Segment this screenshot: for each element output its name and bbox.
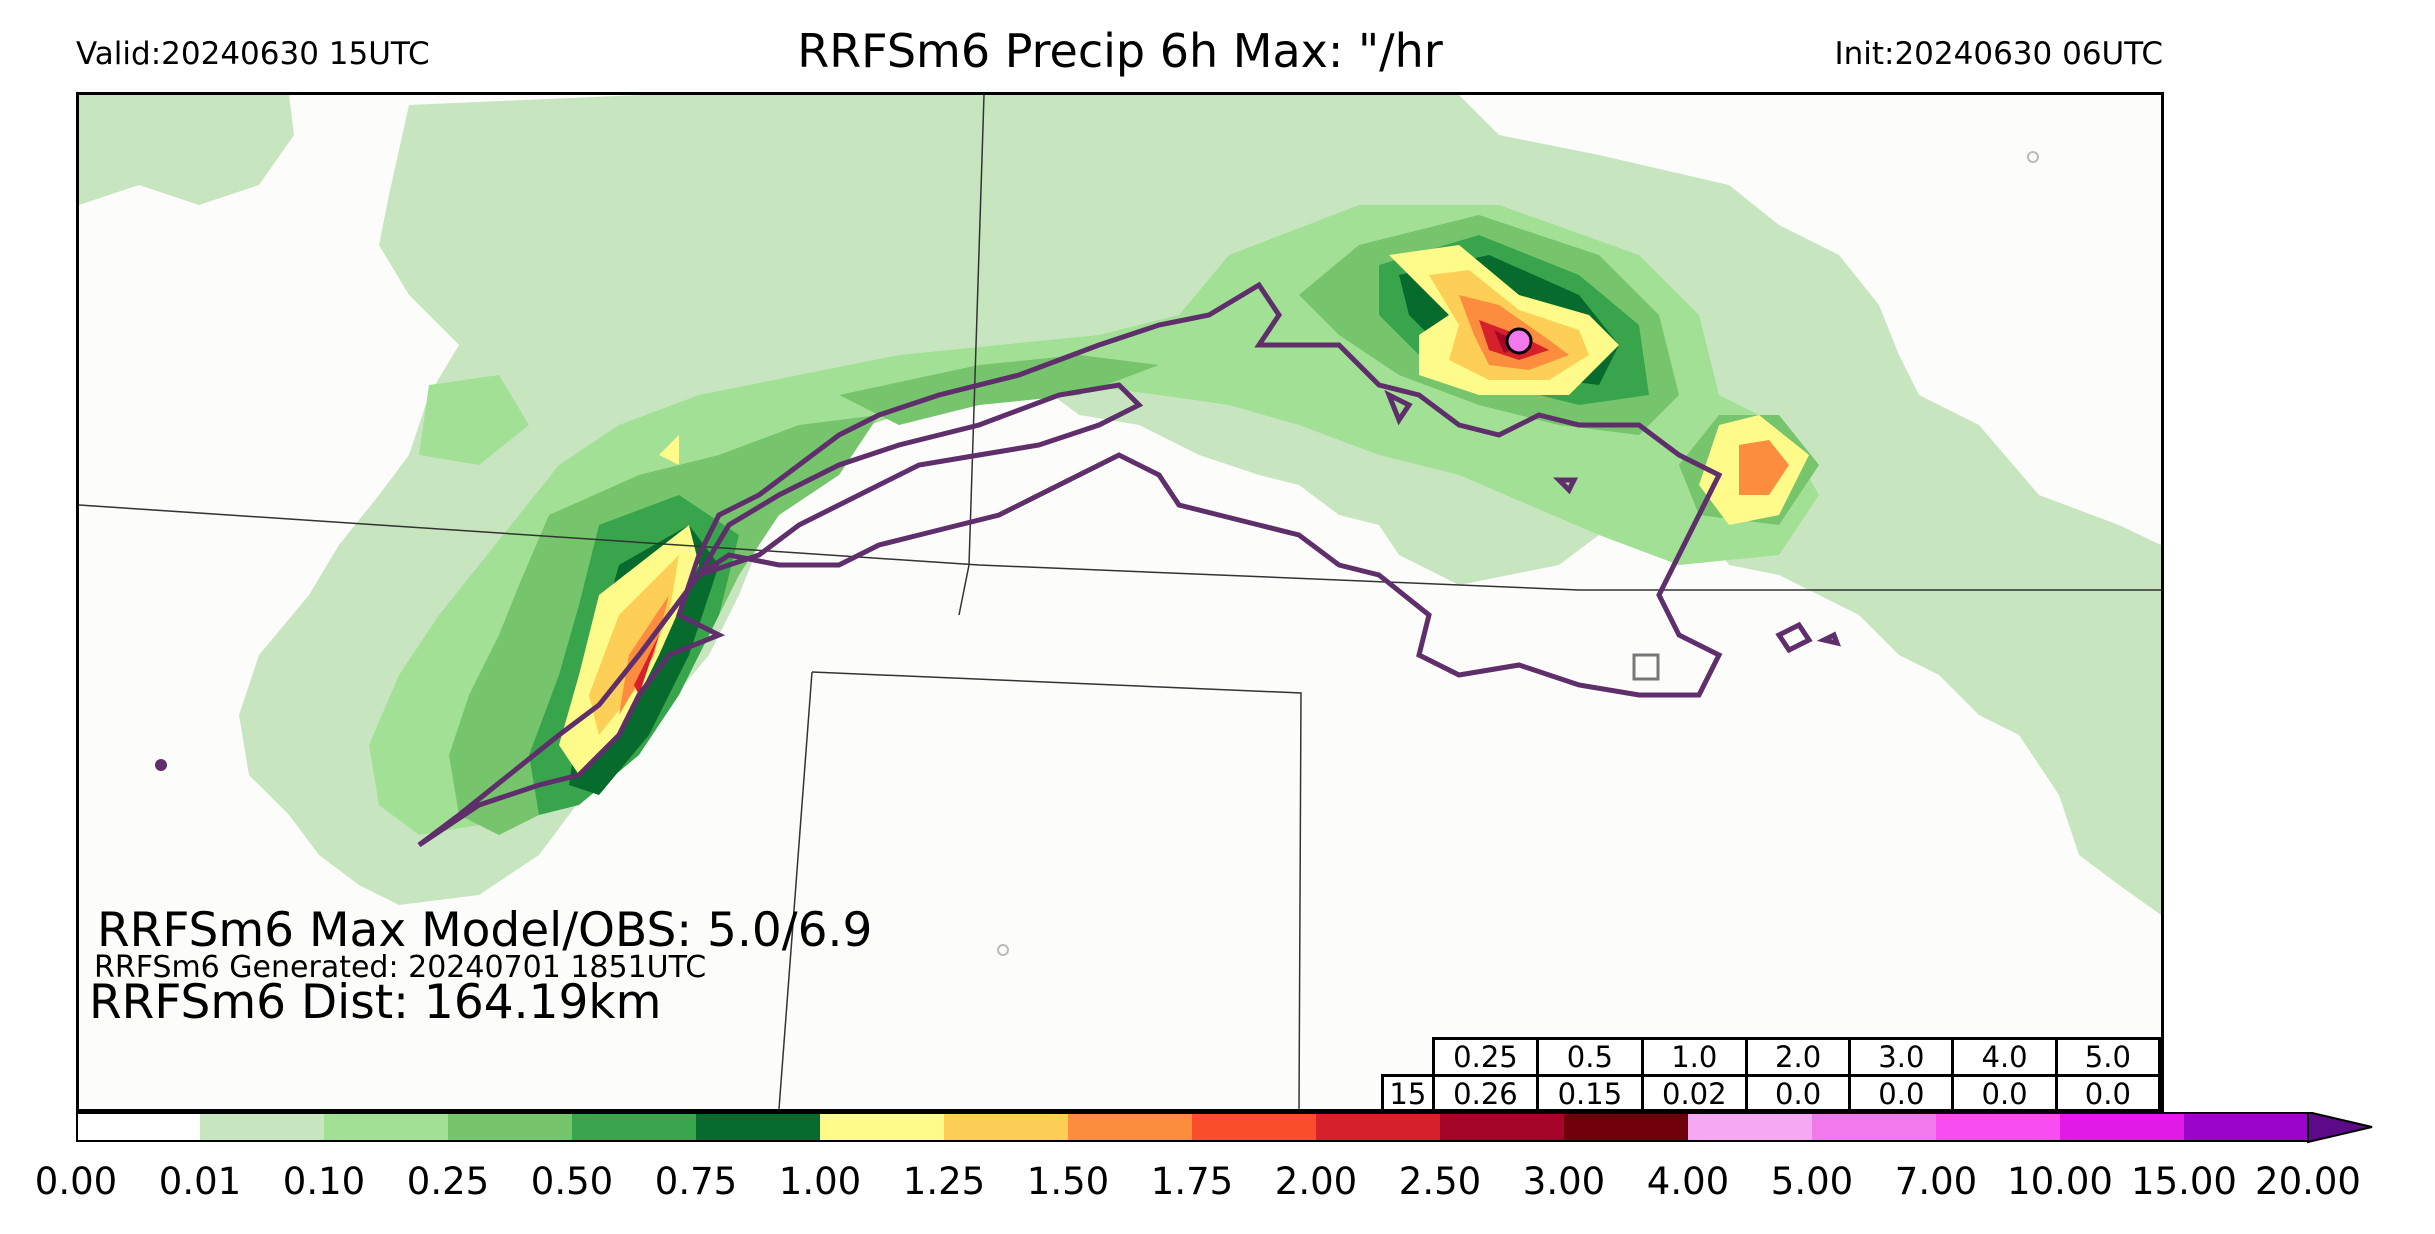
observed-contours: [417, 281, 1841, 848]
max-model-obs-label: RRFSm6 Max Model/OBS: 5.0/6.9: [97, 903, 873, 958]
threshold-cell: 5.0: [2054, 1037, 2161, 1077]
table-corner: [1383, 1039, 1434, 1076]
row-label: 15: [1381, 1074, 1435, 1109]
colorbar-segment: [1192, 1112, 1316, 1142]
dist-label: RRFSm6 Dist: 164.19km: [89, 975, 662, 1030]
colorbar-segment: [1316, 1112, 1440, 1142]
threshold-cell: 4.0: [1951, 1037, 2058, 1077]
colorbar-tick-label: 2.00: [1274, 1160, 1358, 1203]
colorbar-tick-label: 0.50: [530, 1160, 614, 1203]
colorbar-segment: [1812, 1112, 1936, 1142]
colorbar-segment: [324, 1112, 448, 1142]
colorbar-extend-arrow: [2307, 1112, 2373, 1144]
colorbar-segment: [572, 1112, 696, 1142]
colorbar-tick-label: 15.00: [2131, 1160, 2237, 1203]
colorbar-tick-label: 1.50: [1026, 1160, 1110, 1203]
map-field: [79, 95, 2161, 1109]
colorbar-tick-label: 3.00: [1522, 1160, 1606, 1203]
colorbar-tick-label: 4.00: [1646, 1160, 1730, 1203]
colorbar-tick-label: 1.00: [778, 1160, 862, 1203]
colorbar-tick-label: 0.10: [282, 1160, 366, 1203]
colorbar: [76, 1112, 2373, 1144]
value-cell: 0.0: [1744, 1074, 1852, 1109]
colorbar-segment: [944, 1112, 1068, 1142]
value-cell: 0.0: [1848, 1074, 1955, 1109]
value-cell: 0.0: [1951, 1074, 2058, 1109]
value-cell: 0.15: [1536, 1074, 1644, 1109]
value-cell: 0.26: [1431, 1074, 1540, 1109]
colorbar-border: [76, 1112, 2309, 1142]
state-borders: [79, 95, 2161, 1109]
map-title: RRFSm6 Precip 6h Max: "/hr: [797, 24, 1443, 78]
colorbar-tick-label: 0.75: [654, 1160, 738, 1203]
init-time: Init:20240630 06UTC: [1834, 36, 2163, 72]
colorbar-tick-label: 0.25: [406, 1160, 490, 1203]
station-marker: [1632, 653, 1660, 681]
colorbar-segment: [76, 1112, 200, 1142]
colorbar-segment: [2060, 1112, 2184, 1142]
valid-time: Valid:20240630 15UTC: [76, 36, 430, 72]
colorbar-segment: [1688, 1112, 1812, 1142]
colorbar-segment: [1068, 1112, 1192, 1142]
colorbar-tick-label: 10.00: [2007, 1160, 2113, 1203]
value-cell: 0.02: [1640, 1074, 1749, 1109]
threshold-cell: 2.0: [1744, 1037, 1852, 1077]
colorbar-tick-label: 1.75: [1150, 1160, 1234, 1203]
threshold-table: 0.25 0.5 1.0 2.0 3.0 4.0 5.0 15 0.26 0.1…: [1381, 1037, 2161, 1109]
colorbar-tick-label: 5.00: [1770, 1160, 1854, 1203]
colorbar-tick-label: 0.00: [34, 1160, 118, 1203]
precip-map: RRFSm6 Max Model/OBS: 5.0/6.9 RRFSm6 Gen…: [76, 92, 2164, 1112]
threshold-value-row: 15 0.26 0.15 0.02 0.0 0.0 0.0 0.0: [1381, 1074, 2161, 1109]
threshold-cell: 3.0: [1848, 1037, 1955, 1077]
colorbar-segment: [820, 1112, 944, 1142]
colorbar-segment: [200, 1112, 324, 1142]
colorbar-tick-label: 2.50: [1398, 1160, 1482, 1203]
small-contour-dot: [155, 759, 167, 771]
colorbar-tick-label: 1.25: [902, 1160, 986, 1203]
colorbar-segment: [1440, 1112, 1564, 1142]
value-cell: 0.0: [2054, 1074, 2161, 1109]
colorbar-segment: [696, 1112, 820, 1142]
colorbar-segment: [448, 1112, 572, 1142]
colorbar-segment: [1564, 1112, 1688, 1142]
colorbar-tick-label: 0.01: [158, 1160, 242, 1203]
threshold-cell: 0.5: [1536, 1037, 1644, 1077]
colorbar-segment: [1936, 1112, 2060, 1142]
threshold-header-row: 0.25 0.5 1.0 2.0 3.0 4.0 5.0: [1383, 1037, 2161, 1077]
generated-label: RRFSm6 Generated: 20240701 1851UTC: [94, 950, 707, 985]
colorbar-tick-label: 7.00: [1894, 1160, 1978, 1203]
threshold-cell: 0.25: [1431, 1037, 1540, 1077]
colorbar-tick-label: 20.00: [2255, 1160, 2361, 1203]
colorbar-segment: [2184, 1112, 2308, 1142]
threshold-cell: 1.0: [1640, 1037, 1749, 1077]
